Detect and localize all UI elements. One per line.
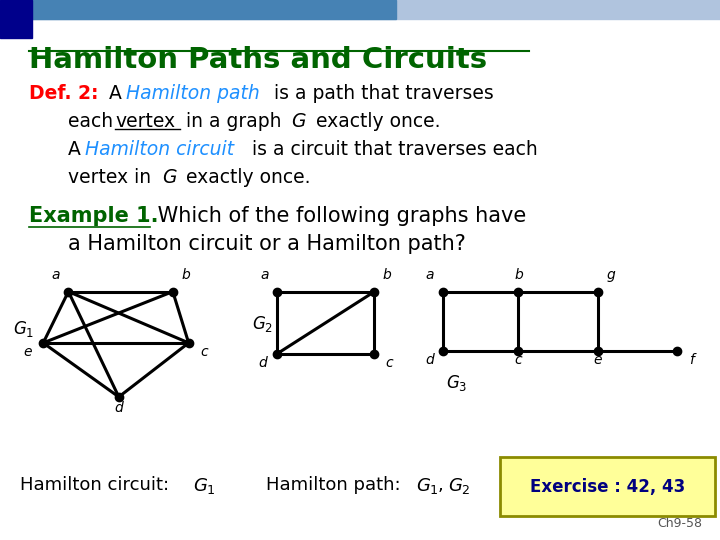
Text: exactly once.: exactly once. (310, 112, 440, 131)
Bar (0, 0, 396, 19)
Text: is a circuit that traverses each: is a circuit that traverses each (252, 140, 538, 159)
Text: G: G (162, 168, 176, 187)
Text: A: A (68, 140, 87, 159)
Text: b: b (383, 268, 392, 282)
Text: Example 1.: Example 1. (29, 206, 158, 226)
Text: Hamilton path: Hamilton path (126, 84, 260, 103)
Text: e: e (23, 345, 32, 359)
Text: Hamilton circuit:: Hamilton circuit: (20, 476, 175, 494)
Text: g: g (606, 268, 615, 282)
Text: G: G (292, 112, 306, 131)
Text: a: a (260, 268, 269, 282)
Text: d: d (114, 401, 123, 415)
Text: $G_1$: $G_1$ (13, 319, 35, 340)
Text: Hamilton path:: Hamilton path: (266, 476, 407, 494)
Text: b: b (181, 268, 190, 282)
Bar (0, 0, 32, 38)
Text: Exercise : 42, 43: Exercise : 42, 43 (530, 477, 685, 496)
Text: $G_2$: $G_2$ (252, 314, 273, 334)
Text: Which of the following graphs have: Which of the following graphs have (151, 206, 526, 226)
Text: a: a (51, 268, 60, 282)
Text: a Hamilton circuit or a Hamilton path?: a Hamilton circuit or a Hamilton path? (68, 234, 467, 254)
Text: a: a (426, 268, 434, 282)
Text: $G_1$: $G_1$ (416, 476, 439, 496)
Text: exactly once.: exactly once. (180, 168, 310, 187)
Text: Hamilton Paths and Circuits: Hamilton Paths and Circuits (29, 46, 487, 74)
Text: each: each (68, 112, 120, 131)
Text: $G_1$: $G_1$ (193, 476, 216, 496)
FancyBboxPatch shape (500, 457, 715, 516)
Text: c: c (515, 353, 522, 367)
Text: $G_2$: $G_2$ (448, 476, 471, 496)
Text: c: c (201, 345, 208, 359)
Text: in a graph: in a graph (180, 112, 287, 131)
Text: A: A (109, 84, 128, 103)
Text: Ch9-58: Ch9-58 (657, 517, 702, 530)
Text: c: c (385, 356, 392, 370)
Text: Hamilton circuit: Hamilton circuit (85, 140, 234, 159)
Text: vertex: vertex (115, 112, 176, 131)
Bar (0, 0, 720, 19)
Text: d: d (258, 356, 267, 370)
Text: f: f (689, 353, 693, 367)
Text: Def. 2:: Def. 2: (29, 84, 99, 103)
Text: vertex in: vertex in (68, 168, 158, 187)
Text: d: d (426, 353, 434, 367)
Text: e: e (593, 353, 602, 367)
Text: is a path that traverses: is a path that traverses (274, 84, 493, 103)
Text: $G_3$: $G_3$ (446, 373, 468, 394)
Text: ,: , (438, 476, 444, 494)
Text: b: b (514, 268, 523, 282)
